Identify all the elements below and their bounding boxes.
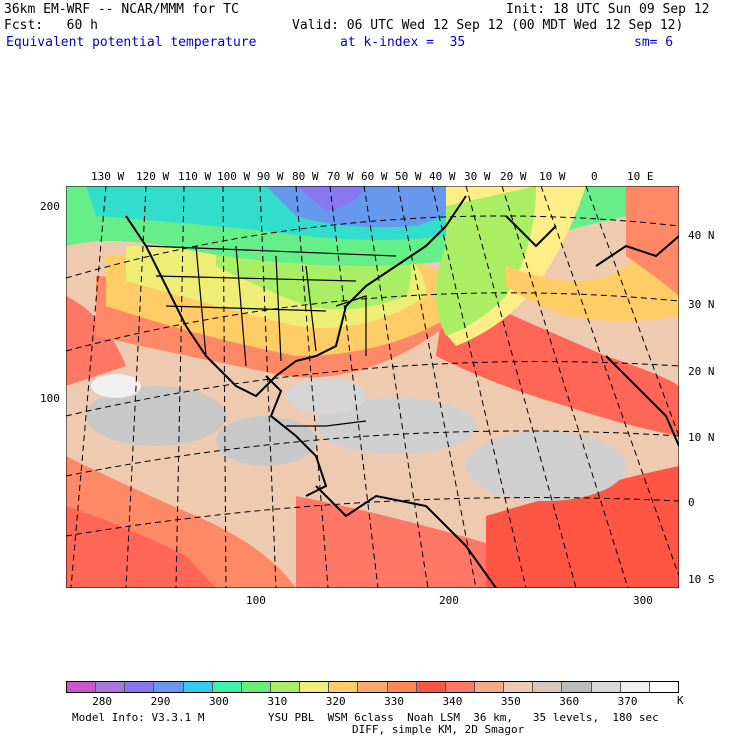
lon-label: 80 W [292,170,319,183]
physics-info: YSU PBL WSM 6class Noah LSM 36 km, 35 le… [268,711,659,724]
colorbar-cell [474,682,505,692]
lon-label: 60 W [361,170,388,183]
lon-label: 90 W [257,170,284,183]
colorbar-cell [96,682,126,692]
lat-label: 10 N [688,431,715,444]
level-label: at k-index = 35 [340,35,466,50]
colorbar-cell [387,682,417,692]
colorbar-label: 320 [325,695,346,708]
colorbar-cell [562,682,592,692]
colorbar-label: 290 [150,695,171,708]
colorbar-cell [241,682,271,692]
colorbar [66,681,679,693]
model-title: 36km EM-WRF -- NCAR/MMM for TC [4,2,239,17]
colorbar-cell [300,682,330,692]
forecast-hour: Fcst: 60 h [4,18,98,33]
colorbar-cell [154,682,184,692]
colorbar-cell [125,682,155,692]
colorbar-label: 300 [208,695,229,708]
smoothing-label: sm= 6 [634,35,674,50]
colorbar-label: 310 [267,695,288,708]
lat-label: 0 [688,496,695,509]
colorbar-label: 370 [617,695,638,708]
colorbar-cell [183,682,213,692]
lat-label: 20 N [688,365,715,378]
model-info: Model Info: V3.3.1 M [72,711,205,724]
colorbar-label: 360 [559,695,580,708]
lon-label: 50 W [395,170,422,183]
lat-label: 40 N [688,229,715,242]
init-time: Init: 18 UTC Sun 09 Sep 12 [506,2,710,17]
colorbar-cell [649,682,678,692]
lat-label: 10 S [688,573,715,586]
colorbar-cell [270,682,301,692]
lon-label: 0 [591,170,598,183]
grid-y-label: 200 [40,200,60,213]
colorbar-cell [591,682,621,692]
colorbar-cell [212,682,242,692]
colorbar-cell [533,682,563,692]
lon-label: 130 W [91,170,125,183]
colorbar-label: 330 [384,695,404,708]
colorbar-label: 280 [92,695,113,708]
grid-x-label: 300 [633,594,653,607]
theta-e-map [66,186,679,588]
colorbar-unit: K [677,694,684,707]
lon-label: 120 W [136,170,170,183]
grid-x-label: 100 [246,594,266,607]
grid-y-label: 100 [40,392,60,405]
lon-label: 30 W [464,170,491,183]
lon-label: 10 E [627,170,654,183]
colorbar-cell [358,682,388,692]
lon-label: 20 W [500,170,527,183]
colorbar-cell [504,682,534,692]
diffusion-info: DIFF, simple KM, 2D Smagor [352,723,525,736]
lon-label: 70 W [327,170,354,183]
colorbar-cell [416,682,446,692]
lon-label: 100 W [217,170,251,183]
grid-x-label: 200 [439,594,459,607]
field-name: Equivalent potential temperature [6,35,257,50]
colorbar-label: 350 [500,695,521,708]
colorbar-cell [67,682,97,692]
lon-label: 10 W [539,170,566,183]
lat-label: 30 N [688,298,715,311]
colorbar-cell [329,682,359,692]
lon-label: 110 W [178,170,212,183]
colorbar-cell [445,682,475,692]
colorbar-label: 340 [442,695,463,708]
colorbar-cell [620,682,650,692]
valid-time: Valid: 06 UTC Wed 12 Sep 12 (00 MDT Wed … [292,18,684,33]
lon-label: 40 W [429,170,456,183]
